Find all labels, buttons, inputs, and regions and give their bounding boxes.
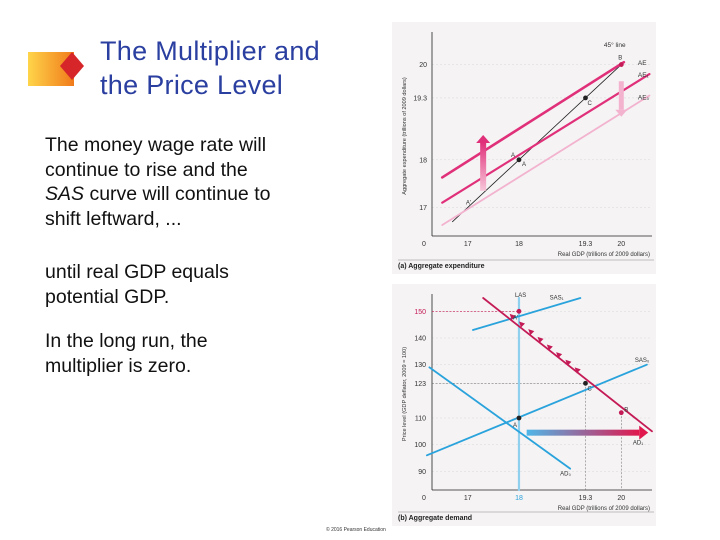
panel-b-point-label-b: B [624,408,628,414]
panel-b-y-tick: 110 [415,416,426,423]
ad-shift-arrow-shaft [526,429,640,436]
panel-b-x-tick: 17 [464,495,472,502]
panel-b-point-aprime [516,308,522,314]
series-ae-line [440,60,626,179]
copyright-note: © 2016 Pearson Education [326,527,386,533]
panel-a-x-tick: 18 [515,241,523,248]
label-ae1: AE₁ [638,72,650,79]
panel-a-y-tick: 17 [419,205,427,212]
label-ad0: AD₀ [560,471,571,477]
slide-title: The Multiplier and the Price Level [100,34,320,102]
panel-a-point-label-c: C [587,101,592,107]
label-sas0: SAS₀ [635,358,650,364]
panel-b-x-tick: 18 [515,495,523,502]
ae-shift-arrow-left-shaft [480,142,487,191]
ad1-adjustment-arrowhead [574,367,581,374]
p2-line-1: until real GDP equals [45,261,229,283]
ad1-adjustment-arrowhead [528,329,535,336]
paragraph-long-run: In the long run, the multiplier is zero. [45,329,345,378]
panel-b-caption: (b) Aggregate demand [398,515,472,522]
panel-b-point-a [516,415,522,421]
paragraph-sas-shift: The money wage rate will continue to ris… [45,133,345,231]
panel-a-background [392,22,656,274]
panel-b-point-label-aprime: A' [513,315,518,321]
panel-a-point-label-a2: A [522,162,526,168]
panel-b-y-tick: 100 [414,442,426,449]
ad1-adjustment-arrowhead [537,336,544,343]
panel-b-y-tick: 130 [414,362,426,369]
title-line-2: the Price Level [100,70,284,100]
title-line-1: The Multiplier and [100,36,321,66]
label-ae: AE [638,60,647,67]
panel-a-x-axis-label: Real GDP (trillions of 2009 dollars) [558,252,650,258]
panel-a-x-tick: 0 [422,241,426,248]
panel-b-x-tick: 0 [422,495,426,502]
label-las: LAS [515,293,526,299]
ad1-adjustment-arrowhead [565,359,572,366]
panel-b-x-tick: 20 [617,495,625,502]
series-ae1-line [441,72,651,204]
panel-b-point-c [583,380,588,386]
p1-line-3: SAS curve will continue to [45,182,345,207]
series-ae0-line [441,94,651,226]
p3-line-1: In the long run, the [45,330,208,352]
p1-line-2: continue to rise and the [45,158,248,181]
series-ad0-line [428,366,572,470]
panel-a-caption: (a) Aggregate expenditure [398,263,485,270]
panel-b-point-label-a: A [513,423,517,429]
panel-aggregate-demand: 90 100 110 123 130 140 150 0 17 18 19.3 20 A' C B A LAS S… [392,284,656,526]
panel-a-point-label-aprime: A' [466,200,471,206]
label-ad1: AD₁ [633,441,643,447]
label-sas1: SAS₁ [550,295,564,301]
panel-b-point-label-c: C [587,386,592,392]
panel-b-y-tick: 90 [418,469,426,476]
label-45-line: 45° line [604,41,626,49]
panel-aggregate-expenditure: 17 18 19.3 20 0 17 18 19.3 20 45° line AE AE₁ AE₀ B C A… [392,22,656,274]
ae-shift-arrow-right-shaft [618,81,624,110]
panel-b-y-tick: 140 [414,336,426,343]
panel-a-y-tick: 19.3 [413,95,427,102]
panel-a-y-tick: 20 [419,62,427,69]
ad1-adjustment-arrowhead [518,321,525,328]
ae-shift-arrow-left-head [476,135,491,144]
panel-b-y-tick: 150 [414,309,426,316]
panel-b-y-axis-label: Price level (GDP deflator, 2009 = 100) [402,347,408,441]
ad1-adjustment-arrowhead [509,313,516,320]
panel-a-x-tick: 17 [464,241,472,248]
ad1-adjustment-arrowhead [546,344,553,351]
p1-line-1: The money wage rate will [45,134,267,156]
panel-b-x-tick: 19.3 [579,495,593,502]
ae-shift-arrow-right-head [615,109,628,117]
panel-a-point-label-a: A [511,153,515,159]
panel-b-y-tick: 123 [414,381,426,388]
ad1-adjustment-arrowhead [556,352,563,359]
p3-line-2: multiplier is zero. [45,354,192,377]
panel-a-y-axis-label: Aggregate expenditure (trillions of 2009… [402,77,408,195]
series-sas1-line [472,297,582,331]
p1-line-3-rest: curve will continue to [84,183,271,205]
series-sas0-line [425,363,648,457]
panel-a-point-a [516,157,522,163]
panel-b-x-axis-label: Real GDP (trillions of 2009 dollars) [558,506,650,512]
p2-line-2: potential GDP. [45,285,170,308]
panel-a-point-c [583,95,588,101]
paragraph-potential-gdp: until real GDP equals potential GDP. [45,260,345,309]
panel-a-x-tick: 20 [617,241,625,248]
p1-line-4: shift leftward, ... [45,207,182,230]
panel-a-point-b [618,62,624,67]
ae-ad-charts: 17 18 19.3 20 0 17 18 19.3 20 45° line AE AE₁ AE₀ B C A… [392,22,656,526]
panel-b-point-b [618,410,624,416]
ad-shift-arrow-head [639,425,649,440]
panel-a-y-tick: 18 [419,157,427,164]
panel-a-x-tick: 19.3 [579,241,593,248]
panel-a-point-label-b: B [618,56,622,62]
label-ae0: AE₀ [638,95,650,102]
sas-italic: SAS [45,183,85,205]
diamond-bullet-icon [28,52,84,86]
